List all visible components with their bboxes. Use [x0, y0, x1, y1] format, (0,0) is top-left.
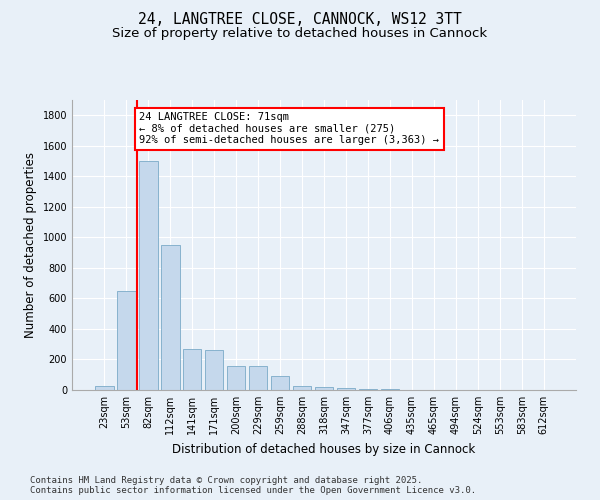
Bar	[359, 389, 377, 390]
Bar	[117, 291, 136, 390]
Bar	[183, 349, 202, 390]
Bar	[95, 386, 113, 390]
Bar	[293, 386, 311, 390]
Bar	[314, 386, 334, 390]
Text: 24 LANGTREE CLOSE: 71sqm
← 8% of detached houses are smaller (275)
92% of semi-d: 24 LANGTREE CLOSE: 71sqm ← 8% of detache…	[139, 112, 439, 146]
Bar	[161, 245, 179, 390]
Bar	[139, 161, 158, 390]
Text: Size of property relative to detached houses in Cannock: Size of property relative to detached ho…	[112, 28, 488, 40]
Text: 24, LANGTREE CLOSE, CANNOCK, WS12 3TT: 24, LANGTREE CLOSE, CANNOCK, WS12 3TT	[138, 12, 462, 28]
Bar	[337, 388, 355, 390]
Bar	[249, 366, 268, 390]
Bar	[205, 350, 223, 390]
Y-axis label: Number of detached properties: Number of detached properties	[24, 152, 37, 338]
Bar	[227, 366, 245, 390]
Text: Contains HM Land Registry data © Crown copyright and database right 2025.
Contai: Contains HM Land Registry data © Crown c…	[30, 476, 476, 495]
Bar	[271, 376, 289, 390]
Bar	[380, 389, 399, 390]
X-axis label: Distribution of detached houses by size in Cannock: Distribution of detached houses by size …	[172, 442, 476, 456]
